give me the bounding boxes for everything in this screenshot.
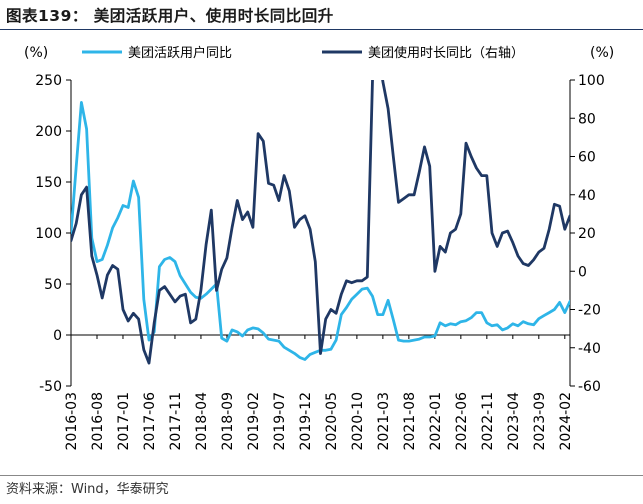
chart-source: 资料来源：Wind，华泰研究 <box>6 482 169 497</box>
left-tick-label: 0 <box>53 328 62 344</box>
x-tick-label: 2022-06 <box>454 392 470 451</box>
right-tick-label: 100 <box>578 73 605 89</box>
legend-label-2: 美团使用时长同比（右轴） <box>368 45 524 61</box>
x-tick-label: 2022-01 <box>428 392 444 451</box>
x-tick-label: 2016-08 <box>90 392 106 451</box>
left-tick-label: -50 <box>39 379 62 395</box>
x-tick-label: 2019-02 <box>246 392 262 451</box>
left-tick-label: 100 <box>35 226 62 242</box>
chart-legend: 美团活跃用户同比 美团使用时长同比（右轴） <box>82 45 524 61</box>
right-tick-label: 0 <box>578 264 587 280</box>
x-tick-label: 2018-04 <box>194 392 210 451</box>
title-rule <box>0 29 643 30</box>
right-tick-label: -20 <box>578 303 601 319</box>
x-tick-label: 2018-09 <box>220 392 236 451</box>
right-tick-label: 60 <box>578 150 596 166</box>
right-tick-label: -40 <box>578 341 601 357</box>
x-tick-label: 2016-03 <box>64 392 80 451</box>
left-tick-label: 250 <box>35 73 62 89</box>
x-tick-label: 2023-04 <box>506 392 522 451</box>
left-tick-label: 50 <box>44 277 62 293</box>
right-tick-label: 40 <box>578 188 596 204</box>
x-tick-label: 2021-08 <box>402 392 418 451</box>
left-tick-label: 200 <box>35 124 62 140</box>
x-tick-label: 2017-11 <box>168 392 184 451</box>
x-tick-label: 2020-10 <box>350 392 366 451</box>
x-tick-label: 2019-12 <box>298 392 314 451</box>
chart-lines <box>71 80 570 365</box>
right-tick-label: -60 <box>578 379 601 395</box>
x-tick-label: 2020-05 <box>324 392 340 451</box>
right-tick-label: 80 <box>578 111 596 127</box>
left-tick-label: 150 <box>35 175 62 191</box>
x-tick-label: 2023-09 <box>532 392 548 451</box>
right-tick-label: 20 <box>578 226 596 242</box>
chart-title: 图表139： 美团活跃用户、使用时长同比回升 <box>6 7 334 25</box>
x-tick-label: 2021-03 <box>376 392 392 451</box>
x-tick-label: 2022-11 <box>480 392 496 451</box>
legend-label-1: 美团活跃用户同比 <box>128 45 232 61</box>
x-tick-label: 2017-01 <box>116 392 132 451</box>
right-axis-unit: (%) <box>590 45 614 61</box>
x-tick-label: 2019-07 <box>272 392 288 451</box>
x-tick-label: 2017-06 <box>142 392 158 451</box>
left-axis-unit: (%) <box>24 45 48 61</box>
chart-axes: (%) (%)250200150100500-50100806040200-20-… <box>24 45 614 451</box>
x-tick-label: 2024-02 <box>558 392 574 451</box>
source-rule <box>0 475 643 476</box>
series-line-1 <box>71 101 570 361</box>
series-line-2 <box>71 80 570 365</box>
